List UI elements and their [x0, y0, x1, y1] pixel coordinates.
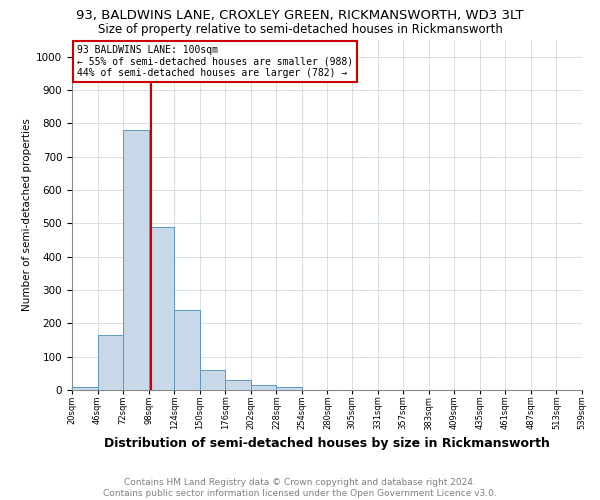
Bar	[251, 385, 277, 390]
Bar	[98, 335, 123, 390]
Bar	[123, 130, 149, 390]
Bar	[174, 310, 200, 390]
Text: 93 BALDWINS LANE: 100sqm
← 55% of semi-detached houses are smaller (988)
44% of : 93 BALDWINS LANE: 100sqm ← 55% of semi-d…	[77, 46, 353, 78]
Text: Contains HM Land Registry data © Crown copyright and database right 2024.
Contai: Contains HM Land Registry data © Crown c…	[103, 478, 497, 498]
Bar	[149, 226, 174, 390]
Bar	[225, 380, 251, 390]
Text: Size of property relative to semi-detached houses in Rickmansworth: Size of property relative to semi-detach…	[98, 22, 502, 36]
Text: 93, BALDWINS LANE, CROXLEY GREEN, RICKMANSWORTH, WD3 3LT: 93, BALDWINS LANE, CROXLEY GREEN, RICKMA…	[76, 9, 524, 22]
X-axis label: Distribution of semi-detached houses by size in Rickmansworth: Distribution of semi-detached houses by …	[104, 436, 550, 450]
Bar	[200, 370, 225, 390]
Bar	[72, 386, 98, 390]
Bar	[277, 386, 302, 390]
Y-axis label: Number of semi-detached properties: Number of semi-detached properties	[22, 118, 32, 312]
